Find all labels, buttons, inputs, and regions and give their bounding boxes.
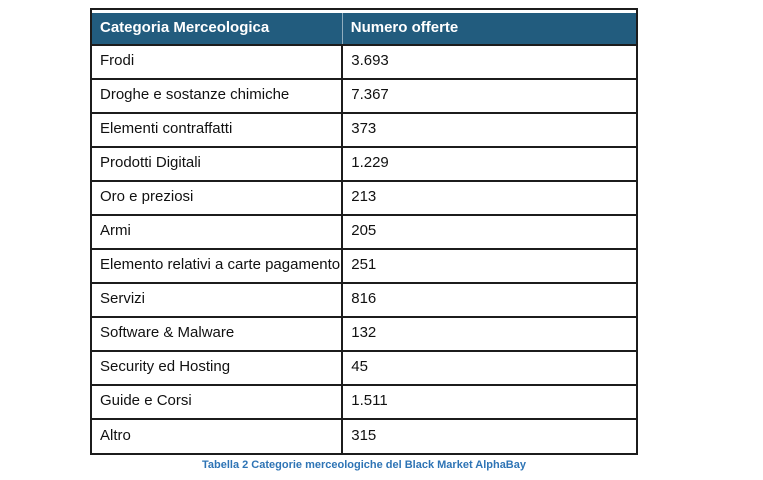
cell-categoria: Prodotti Digitali	[92, 145, 344, 182]
table-body: Frodi 3.693 Droghe e sostanze chimiche 7.36…	[92, 44, 636, 453]
cell-numero: 315	[341, 417, 636, 453]
column-header-categoria: Categoria Merceologica	[92, 10, 343, 46]
table-caption: Tabella 2 Categorie merceologiche del Bl…	[201, 458, 526, 471]
header-row: Categoria Merceologica Numero offerte	[92, 10, 636, 46]
table-row: Security ed Hosting 45	[92, 349, 636, 386]
alphabay-categories-table: Categoria Merceologica Numero offerte Fr…	[92, 10, 636, 453]
cell-categoria: Frodi	[92, 44, 344, 80]
cell-categoria: Altro	[92, 417, 344, 453]
table-row: Elementi contraffatti 373	[92, 111, 636, 148]
cell-categoria: Elementi contraffatti	[92, 111, 344, 148]
table-row: Guide e Corsi 1.511	[92, 383, 636, 420]
table-row: Droghe e sostanze chimiche 7.367	[92, 77, 636, 114]
cell-categoria: Droghe e sostanze chimiche	[92, 77, 344, 114]
table-row: Altro 315	[92, 417, 636, 453]
cell-numero: 132	[341, 315, 636, 352]
cell-numero: 7.367	[341, 77, 636, 114]
table-header: Categoria Merceologica Numero offerte	[92, 10, 636, 46]
table-row: Prodotti Digitali 1.229	[92, 145, 636, 182]
cell-numero: 1.511	[341, 383, 636, 420]
cell-categoria: Software & Malware	[92, 315, 344, 352]
table-row: Software & Malware 132	[92, 315, 636, 352]
table-row: Servizi 816	[92, 281, 636, 318]
alphabay-categories-section: Categoria Merceologica Numero offerte Fr…	[90, 8, 638, 471]
table-row: Frodi 3.693	[92, 44, 636, 80]
table-frame: Categoria Merceologica Numero offerte Fr…	[90, 8, 638, 455]
cell-numero: 1.229	[341, 145, 636, 182]
table-row: Oro e preziosi 213	[92, 179, 636, 216]
cell-categoria: Elemento relativi a carte pagamento	[92, 247, 344, 284]
cell-numero: 816	[341, 281, 636, 318]
cell-categoria: Servizi	[92, 281, 344, 318]
cell-numero: 251	[341, 247, 636, 284]
cell-categoria: Security ed Hosting	[92, 349, 344, 386]
cell-categoria: Armi	[92, 213, 344, 250]
table-row: Armi 205	[92, 213, 636, 250]
cell-categoria: Oro e preziosi	[92, 179, 344, 216]
column-header-numero-offerte: Numero offerte	[341, 10, 636, 46]
cell-categoria: Guide e Corsi	[92, 383, 344, 420]
cell-numero: 373	[341, 111, 636, 148]
cell-numero: 45	[341, 349, 636, 386]
cell-numero: 205	[341, 213, 636, 250]
cell-numero: 213	[341, 179, 636, 216]
cell-numero: 3.693	[341, 44, 636, 80]
table-row: Elemento relativi a carte pagamento 251	[92, 247, 636, 284]
